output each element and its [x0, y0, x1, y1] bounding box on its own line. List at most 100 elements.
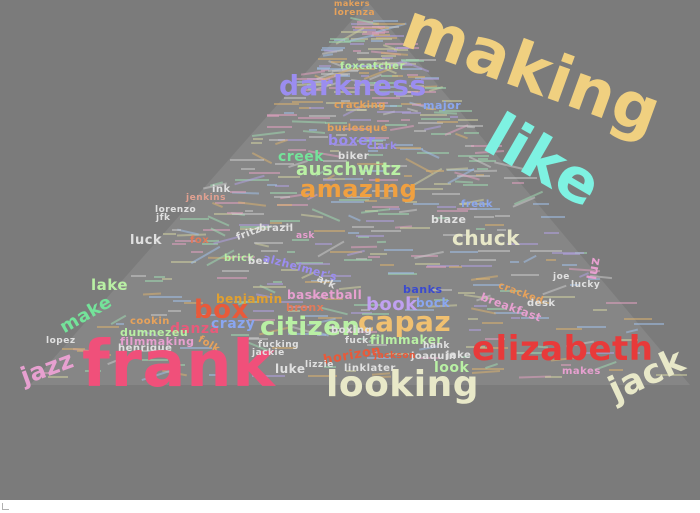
- triangle-shape: [30, 2, 690, 385]
- word-cookin: cookin: [130, 316, 170, 327]
- micro-word: [131, 274, 146, 277]
- micro-word: [329, 251, 362, 253]
- micro-word: [356, 57, 385, 60]
- micro-word: [569, 284, 579, 287]
- micro-word: [372, 25, 400, 28]
- micro-word: [358, 64, 383, 67]
- micro-word: [372, 31, 385, 34]
- micro-word: [195, 313, 206, 316]
- micro-word: [552, 252, 584, 254]
- word-joaquin: joaquin: [411, 351, 457, 362]
- micro-word: [349, 43, 364, 46]
- micro-word: [510, 316, 520, 319]
- micro-word: [388, 208, 400, 211]
- micro-word: [371, 189, 398, 192]
- micro-word: [191, 251, 203, 254]
- micro-word: [379, 91, 414, 94]
- micro-word: [370, 252, 387, 255]
- micro-word: [511, 274, 540, 276]
- micro-word: [500, 290, 522, 293]
- micro-word: [340, 31, 368, 34]
- micro-word: [347, 331, 377, 333]
- micro-word: [162, 232, 177, 235]
- micro-word: [477, 158, 489, 161]
- micro-word: [273, 281, 283, 283]
- micro-word: [414, 130, 426, 132]
- micro-word: [170, 261, 197, 263]
- micro-word: [449, 251, 478, 254]
- micro-word: [381, 55, 397, 58]
- micro-word: [493, 311, 524, 314]
- micro-word: [362, 32, 379, 35]
- micro-word: [448, 266, 463, 268]
- micro-word: [494, 214, 511, 217]
- word-filmmaker: filmmaker: [370, 333, 443, 347]
- micro-word: [277, 204, 309, 207]
- micro-word: [347, 231, 360, 234]
- micro-word: [252, 285, 287, 288]
- micro-word: [584, 351, 614, 354]
- word-book: book: [366, 294, 418, 315]
- micro-word: [358, 338, 368, 340]
- micro-word: [356, 105, 365, 108]
- micro-word: [248, 171, 281, 174]
- micro-word: [620, 339, 639, 342]
- micro-word: [260, 250, 279, 253]
- word-blaze: blaze: [431, 213, 467, 226]
- micro-word: [368, 179, 398, 182]
- micro-word: [474, 202, 487, 205]
- micro-word: [341, 128, 372, 131]
- micro-word: [561, 363, 572, 366]
- micro-word: [463, 131, 480, 134]
- micro-word: [372, 97, 400, 100]
- micro-word: [299, 107, 312, 110]
- micro-word: [321, 274, 351, 277]
- micro-word: [296, 262, 330, 265]
- micro-word: [141, 350, 161, 353]
- micro-word: [308, 115, 336, 118]
- micro-word: [370, 37, 393, 40]
- micro-word: [314, 242, 332, 245]
- micro-word: [371, 229, 402, 232]
- micro-word: [458, 154, 490, 157]
- micro-word: [217, 277, 248, 280]
- micro-word: [425, 169, 445, 172]
- word-henrique: henrique: [118, 343, 173, 354]
- micro-word: [275, 162, 294, 165]
- micro-word: [115, 323, 124, 326]
- micro-word: [241, 168, 255, 171]
- word-ask: ask: [296, 231, 315, 241]
- micro-word: [406, 73, 418, 76]
- micro-word: [214, 202, 246, 205]
- word-chuck: chuck: [452, 226, 520, 250]
- status-bar: [0, 500, 700, 513]
- micro-word: [486, 308, 507, 311]
- micro-word: [446, 168, 475, 171]
- micro-word: [316, 66, 330, 69]
- micro-word: [394, 147, 422, 149]
- micro-word: [378, 105, 397, 107]
- micro-word: [281, 268, 298, 271]
- micro-word: [513, 352, 546, 355]
- micro-word: [434, 298, 448, 301]
- micro-word: [608, 368, 623, 371]
- micro-word: [365, 219, 394, 222]
- micro-word: [476, 167, 489, 170]
- micro-word: [401, 112, 421, 115]
- micro-word: [287, 333, 313, 336]
- micro-word: [421, 77, 439, 80]
- micro-word: [336, 134, 347, 137]
- micro-word: [656, 373, 687, 376]
- micro-word: [592, 308, 608, 311]
- micro-word: [288, 310, 301, 312]
- micro-word: [269, 222, 283, 224]
- word-boxing: boxing: [331, 325, 373, 336]
- word-clark: clark: [367, 141, 398, 152]
- word-filmmaking: filmmaking: [120, 335, 195, 348]
- micro-word: [277, 203, 293, 206]
- micro-word: [352, 225, 374, 228]
- micro-word: [355, 234, 385, 237]
- micro-word: [239, 226, 271, 229]
- micro-word: [351, 23, 378, 26]
- word-jackie: jackie: [252, 348, 285, 358]
